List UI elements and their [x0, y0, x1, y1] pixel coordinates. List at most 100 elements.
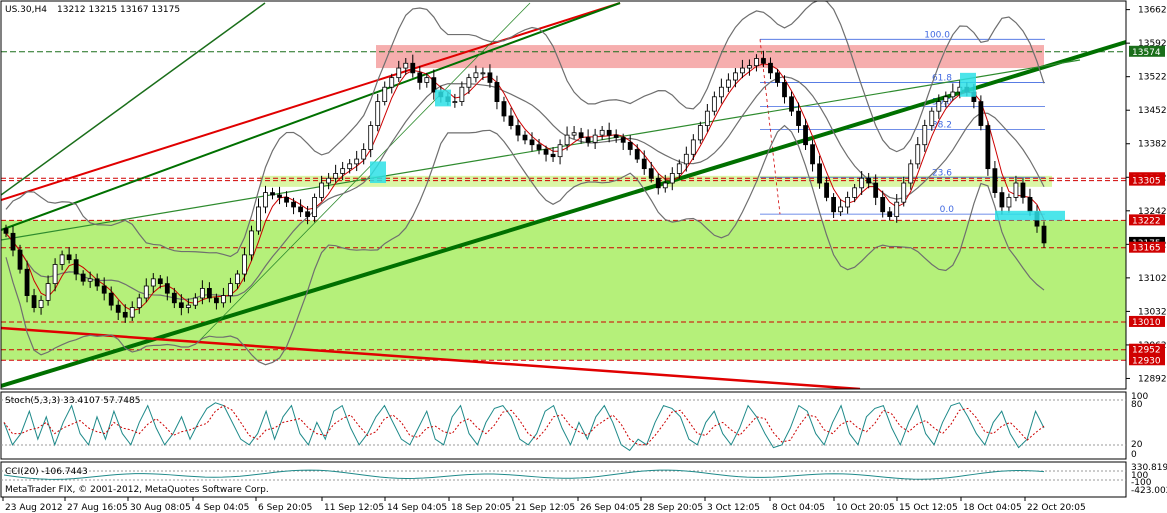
- time-axis: 23 Aug 2012 27 Aug 16:05 30 Aug 08:05 4 Sep…: [2, 497, 1086, 513]
- price-tick-13382: 13382: [1138, 140, 1167, 150]
- candle-body: [59, 254, 65, 265]
- candle-body: [87, 278, 93, 282]
- candle-body: [508, 115, 514, 126]
- candle-body: [950, 91, 956, 98]
- candle-body: [136, 297, 142, 308]
- fib-label-38.2: 38.2: [932, 120, 952, 130]
- fib-label-0.0: 0.0: [940, 205, 955, 215]
- candle-body: [101, 285, 107, 294]
- candle-body: [431, 77, 437, 93]
- candle-body: [80, 273, 86, 282]
- candle-body: [690, 139, 696, 155]
- candle-body: [711, 96, 717, 112]
- candle-body: [985, 125, 991, 170]
- moving-average: [5, 63, 1045, 312]
- candle-body: [599, 129, 605, 136]
- price-tag-box: [1129, 174, 1165, 186]
- steep-green-trendline: [1, 2, 266, 196]
- cyan-box: [435, 89, 451, 107]
- candle-body: [326, 177, 332, 184]
- candle-body: [452, 101, 458, 103]
- candle-body: [192, 297, 198, 306]
- candle-body: [494, 82, 500, 102]
- price-tick-13662: 13662: [1138, 6, 1167, 16]
- price-tag-13305: 13305: [1132, 177, 1161, 187]
- ohlc-values: 13212 13215 13167 13175: [57, 5, 180, 15]
- time-tick-5: 11 Sep 12:05: [324, 503, 384, 513]
- candle-body: [894, 201, 900, 217]
- candle-body: [824, 182, 829, 198]
- candle-body: [256, 206, 261, 232]
- candle-body: [45, 283, 51, 301]
- candle-body: [24, 268, 30, 296]
- candle-body: [704, 110, 710, 126]
- candle-body: [782, 82, 787, 98]
- candle-body: [838, 206, 844, 213]
- candle-body: [810, 144, 815, 165]
- candle-body: [873, 182, 879, 198]
- thin-steep-trendline: [199, 2, 531, 341]
- candle-body: [725, 79, 731, 88]
- cci-label: CCI(20) -106.7443: [5, 467, 88, 477]
- bollinger-lower: [5, 124, 1045, 366]
- red-resistance-zone: [376, 45, 1044, 69]
- candle-body: [641, 158, 647, 170]
- cci-tick-neg100: -100: [1131, 478, 1152, 488]
- candle-body: [270, 192, 275, 196]
- candle-body: [529, 139, 535, 146]
- price-tick-13522: 13522: [1138, 73, 1167, 83]
- candle-body: [410, 62, 416, 74]
- candle-body: [627, 141, 633, 150]
- stoch-main-line: [3, 402, 1045, 452]
- price-tag-13574: 13574: [1132, 48, 1161, 58]
- candle-body: [284, 196, 289, 203]
- fib-label-61.8: 61.8: [932, 73, 952, 83]
- candle-body: [185, 304, 191, 308]
- candle-body: [578, 132, 584, 138]
- fib-label-50.0: 50.0: [932, 97, 952, 107]
- price-pane-border: [0, 0, 1127, 390]
- stoch-tick-20: 20: [1131, 440, 1143, 450]
- candle-body: [634, 149, 640, 160]
- price-tags: 1357413310133051322213175131651301012952…: [1129, 45, 1165, 366]
- lower-red-trendline: [1, 326, 861, 389]
- copyright-text: MetaTrader FIX, © 2001-2012, MetaQuotes …: [5, 485, 269, 495]
- time-tick-12: 8 Oct 04:05: [772, 503, 825, 513]
- price-tag-12952: 12952: [1132, 346, 1161, 356]
- candle-body: [178, 302, 184, 308]
- candle-body: [831, 196, 836, 213]
- price-tag-13222: 13222: [1132, 216, 1161, 226]
- stoch-pane-border: [0, 391, 1127, 460]
- price-pane: 100.0 61.8 50.0 38.2 23.6 0.0: [1, 1, 1126, 389]
- candle-body: [143, 285, 149, 299]
- candle-body: [396, 67, 402, 79]
- candle-body: [382, 86, 388, 102]
- horizontal-levels: [1, 51, 1126, 361]
- price-tag-box: [1129, 315, 1165, 327]
- candle-body: [235, 273, 240, 285]
- price-tag-12930: 12930: [1132, 356, 1161, 366]
- candle-body: [740, 67, 745, 74]
- candle-body: [368, 125, 374, 150]
- ma-line: [5, 63, 1045, 312]
- candle-body: [312, 196, 317, 217]
- candle-body: [333, 173, 339, 179]
- candle-body: [522, 134, 528, 141]
- candle-body: [417, 72, 423, 83]
- price-tag-box: [1129, 214, 1165, 226]
- candle-body: [3, 228, 9, 234]
- candle-body: [157, 278, 163, 285]
- candle-body: [761, 58, 766, 64]
- candle-body: [38, 299, 44, 308]
- candle-body: [424, 77, 430, 83]
- candle-body: [164, 283, 170, 294]
- candle-body: [361, 149, 367, 160]
- time-tick-16: 22 Oct 20:05: [1027, 503, 1086, 513]
- candle-body: [859, 177, 865, 189]
- candle-body: [473, 72, 479, 79]
- cci-tick-min: -423.002: [1131, 486, 1167, 496]
- candle-body: [683, 153, 689, 165]
- candle-body: [263, 192, 268, 208]
- candle-body: [129, 307, 135, 318]
